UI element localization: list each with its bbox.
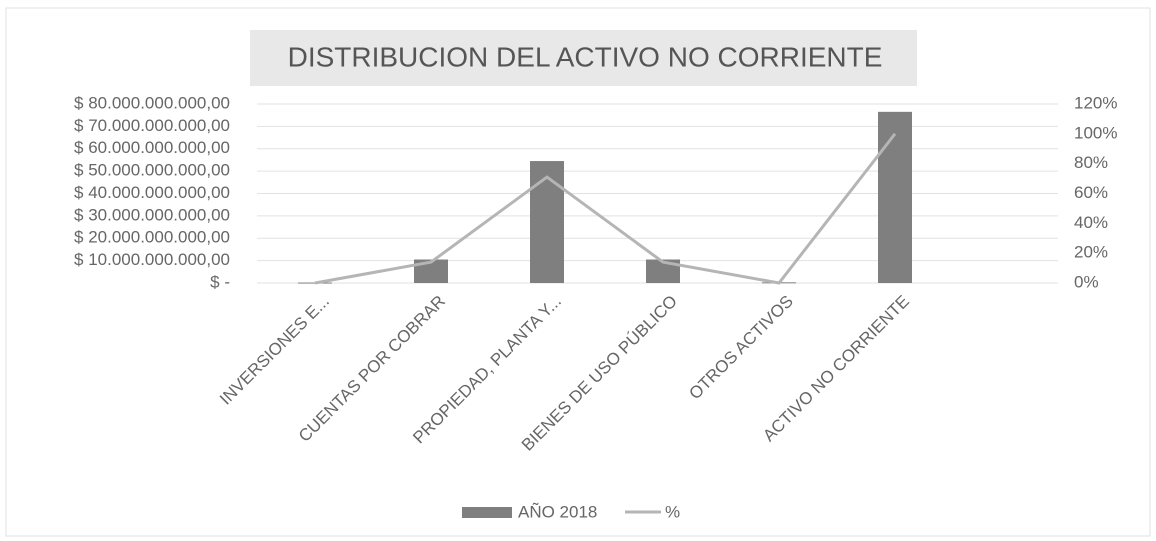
bar <box>646 259 680 283</box>
bar <box>298 282 332 284</box>
legend-swatch <box>462 507 512 518</box>
bar <box>530 161 564 283</box>
y2-tick-label: 40% <box>1074 213 1108 232</box>
chart-title: DISTRIBUCION DEL ACTIVO NO CORRIENTE <box>288 41 883 72</box>
y2-tick-label: 120% <box>1074 93 1117 112</box>
y-tick-label: $ 60.000.000.000,00 <box>74 138 230 157</box>
bar <box>414 259 448 283</box>
legend-label: % <box>665 502 680 521</box>
y2-tick-label: 60% <box>1074 183 1108 202</box>
line <box>314 132 897 285</box>
y2-tick-label: 20% <box>1074 243 1108 262</box>
y-tick-label: $ 10.000.000.000,00 <box>74 250 230 269</box>
bar <box>878 111 912 283</box>
y-tick-label: $ 80.000.000.000,00 <box>74 93 230 112</box>
y2-tick-label: 80% <box>1074 153 1108 172</box>
y-tick-label: $ 20.000.000.000,00 <box>74 228 230 247</box>
legend-label: AÑO 2018 <box>518 502 597 521</box>
title-box <box>250 30 917 86</box>
y-tick-label: $ 40.000.000.000,00 <box>74 183 230 202</box>
y2-tick-label: 100% <box>1074 123 1117 142</box>
chart-frame <box>5 7 1151 537</box>
y-tick-label: $ 50.000.000.000,00 <box>74 161 230 180</box>
y-tick-label: $ 30.000.000.000,00 <box>74 205 230 224</box>
y-tick-label: $ - <box>210 272 230 291</box>
y2-tick-label: 0% <box>1074 272 1099 291</box>
y-tick-label: $ 70.000.000.000,00 <box>74 116 230 135</box>
